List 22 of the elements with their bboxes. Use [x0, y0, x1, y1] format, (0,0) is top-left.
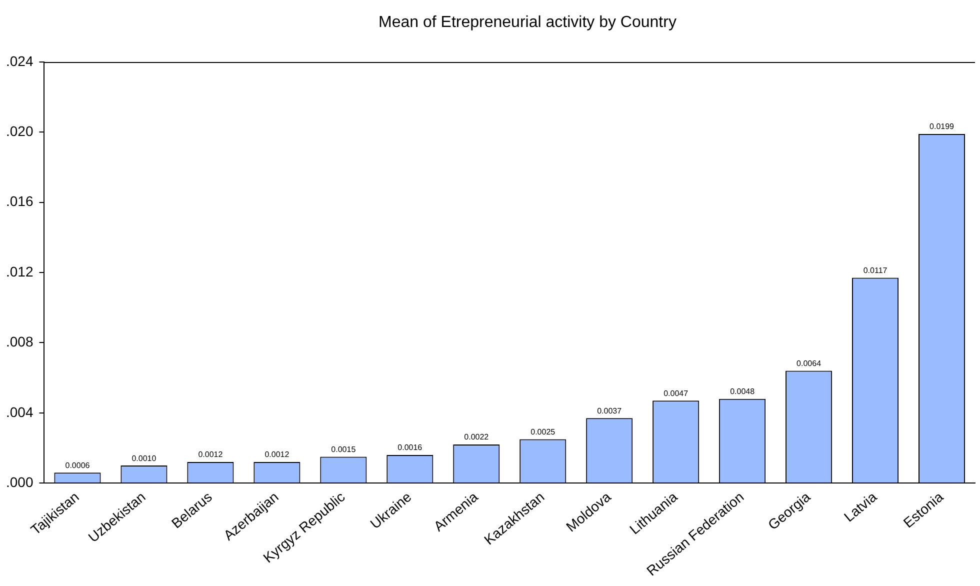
data-label: 0.0022	[464, 432, 490, 442]
data-label: 0.0010	[132, 454, 157, 463]
data-label: 0.0037	[597, 406, 622, 416]
data-label: 0.0012	[198, 450, 224, 460]
data-label: 0.0199	[930, 122, 955, 132]
data-label: 0.0015	[331, 444, 356, 454]
data-label: 0.0006	[65, 460, 90, 470]
y-tick-label: .024	[6, 52, 34, 69]
y-tick-label: .016	[6, 193, 34, 210]
data-label: 0.0048	[730, 387, 756, 396]
data-label: 0.0064	[796, 359, 822, 368]
data-label: 0.0047	[664, 388, 689, 398]
data-label: 0.0025	[530, 427, 556, 436]
y-tick-label: .008	[6, 334, 34, 350]
chart-title: Mean of Etrepreneurial activity by Country	[378, 14, 678, 32]
y-tick-label: .020	[6, 123, 34, 140]
data-label: 0.0117	[863, 266, 888, 276]
data-label: 0.0016	[398, 443, 423, 452]
data-label: 0.0012	[264, 450, 290, 460]
y-tick-label: .012	[6, 263, 34, 280]
y-tick-label: .004	[6, 404, 34, 420]
y-tick-label: .000	[6, 474, 34, 490]
